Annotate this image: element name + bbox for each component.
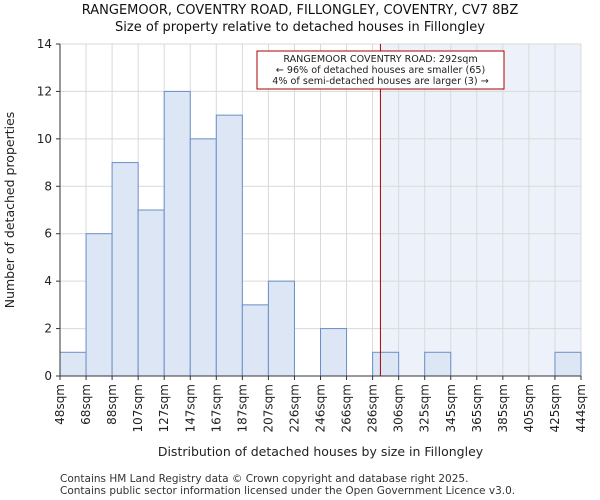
bar-48sqm [59,351,87,377]
x-tick-label-325sqm: 325sqm [418,384,432,432]
x-tick-label-68sqm: 68sqm [79,384,93,425]
x-tick-label-147sqm: 147sqm [183,384,197,432]
x-tick-label-187sqm: 187sqm [235,384,249,432]
x-tick-label-266sqm: 266sqm [340,384,354,432]
annotation-line-1: RANGEMOOR COVENTRY ROAD: 292sqm [283,54,477,65]
bar-88sqm [111,162,139,377]
x-tick-label-127sqm: 127sqm [157,384,171,432]
bar-167sqm [215,114,243,377]
x-tick-label-345sqm: 345sqm [444,384,458,432]
y-tick-label: 12 [37,84,52,98]
y-tick-label: 4 [44,274,52,288]
x-axis-title: Distribution of detached houses by size … [158,444,484,459]
x-tick-label-107sqm: 107sqm [131,384,145,432]
x-tick-label-48sqm: 48sqm [53,384,67,425]
x-tick-label-306sqm: 306sqm [392,384,406,432]
chart-subtitle: Size of property relative to detached ho… [115,20,485,35]
y-axis-title: Number of detached properties [2,112,17,309]
bar-127sqm [163,90,191,377]
footer-line-1: Contains HM Land Registry data © Crown c… [60,473,469,485]
bar-246sqm [320,328,348,377]
y-tick-label: 10 [37,132,52,146]
x-tick-label-385sqm: 385sqm [496,384,510,432]
x-tick-label-365sqm: 365sqm [470,384,484,432]
footer-line-2: Contains public sector information licen… [60,485,516,497]
x-tick-label-246sqm: 246sqm [314,384,328,432]
bar-325sqm [424,351,452,377]
x-tick-label-88sqm: 88sqm [105,384,119,425]
bar-68sqm [85,233,113,377]
annotation-line-2: ← 96% of detached houses are smaller (65… [276,65,485,76]
x-tick-label-207sqm: 207sqm [261,384,275,432]
bar-187sqm [241,304,269,377]
x-tick-label-444sqm: 444sqm [574,384,588,432]
x-tick-label-425sqm: 425sqm [548,384,562,432]
y-tick-label: 6 [44,227,52,241]
x-tick-label-286sqm: 286sqm [366,384,380,432]
x-tick-label-405sqm: 405sqm [522,384,536,432]
bar-107sqm [137,209,165,377]
chart-title: RANGEMOOR, COVENTRY ROAD, FILLONGLEY, CO… [81,3,519,18]
y-tick-label: 0 [44,369,52,383]
annotation-box [256,50,505,90]
bar-425sqm [554,351,582,377]
y-tick-label: 14 [37,37,52,51]
x-tick-label-167sqm: 167sqm [209,384,223,432]
y-tick-label: 2 [44,322,52,336]
larger-region-shade [380,44,581,376]
x-tick-label-226sqm: 226sqm [287,384,301,432]
bar-207sqm [267,280,295,377]
bar-147sqm [189,138,217,377]
annotation-line-3: 4% of semi-detached houses are larger (3… [272,76,489,87]
y-tick-label: 8 [44,179,52,193]
bar-286sqm [372,351,400,377]
